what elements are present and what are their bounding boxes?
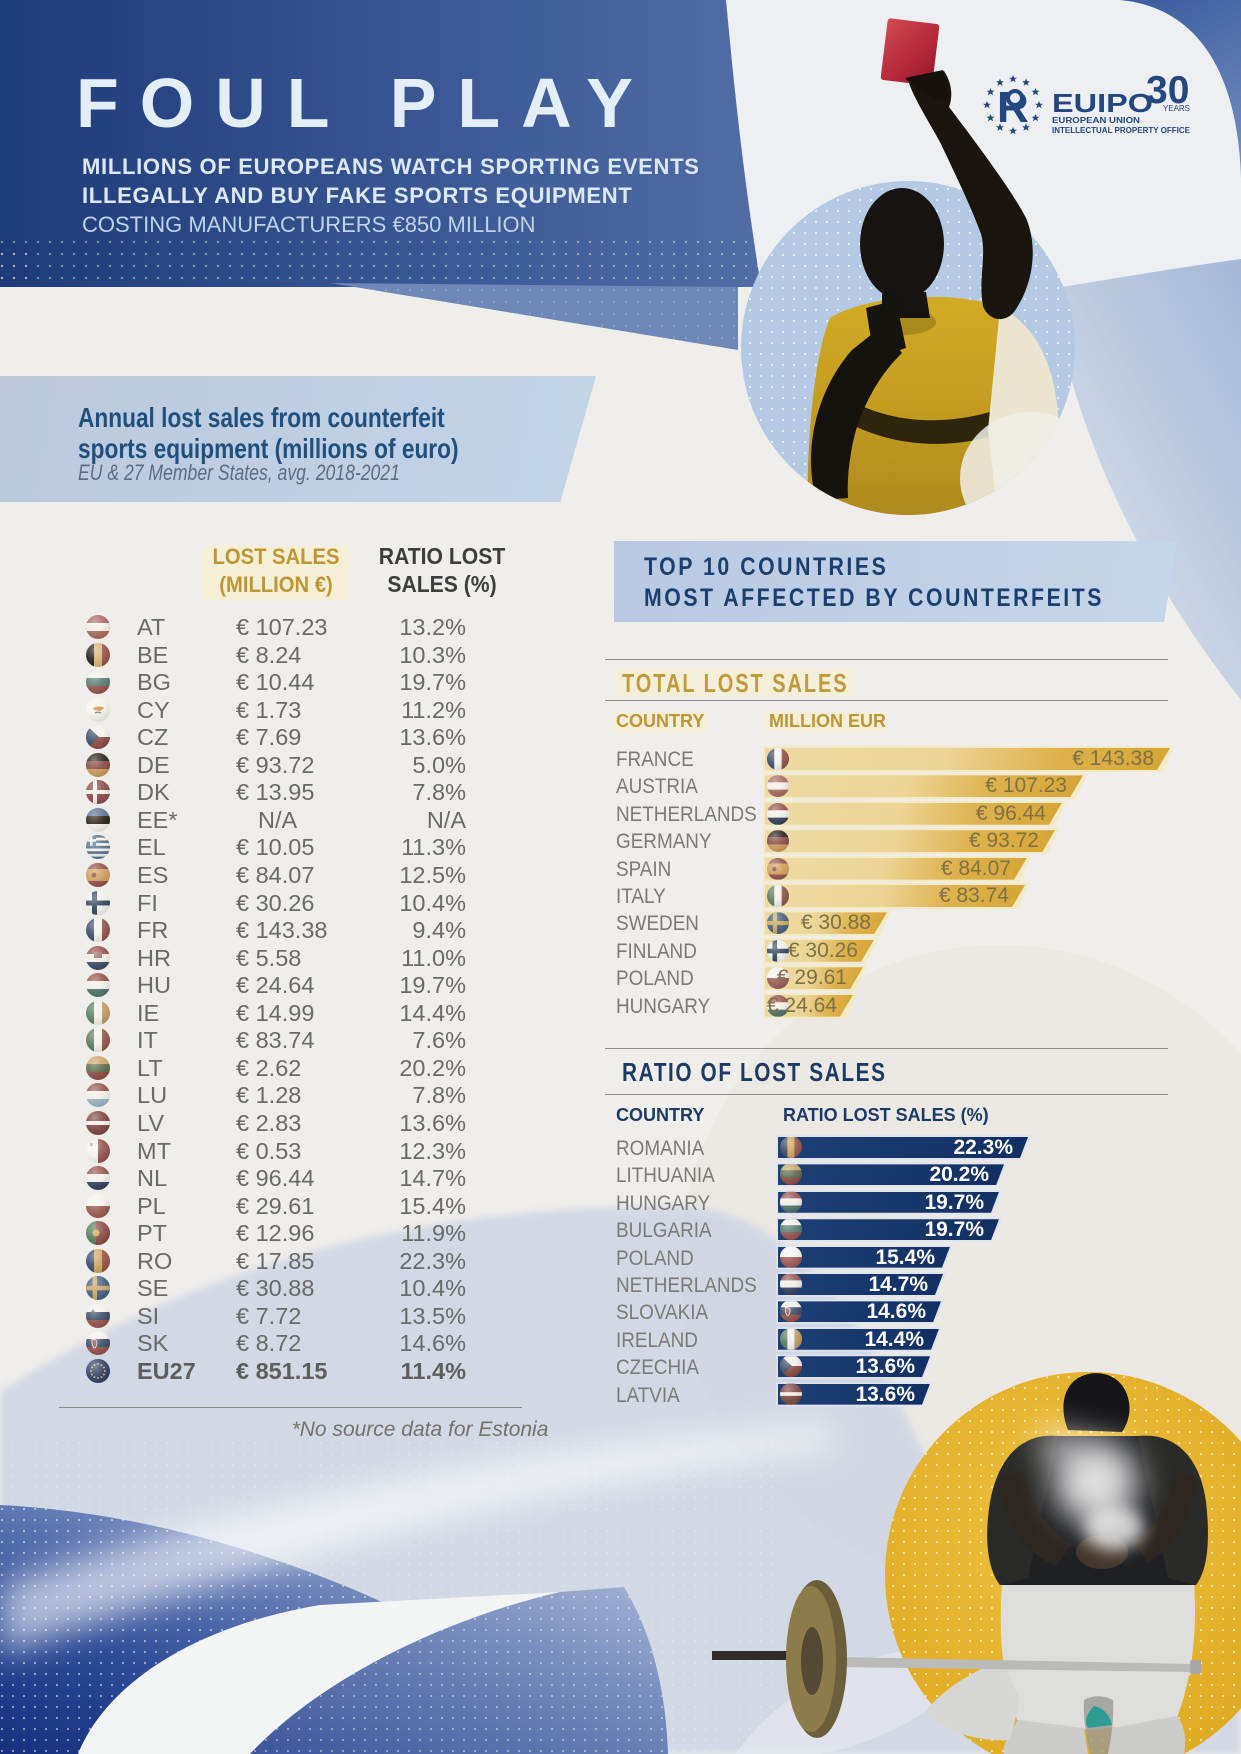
svg-text:YEARS: YEARS bbox=[1163, 103, 1190, 113]
svg-text:30: 30 bbox=[1146, 72, 1189, 112]
svg-text:INTELLECTUAL PROPERTY OFFICE: INTELLECTUAL PROPERTY OFFICE bbox=[1052, 125, 1190, 135]
svg-text:EUIPO: EUIPO bbox=[1052, 88, 1153, 118]
svg-text:EUROPEAN UNION: EUROPEAN UNION bbox=[1052, 115, 1140, 125]
